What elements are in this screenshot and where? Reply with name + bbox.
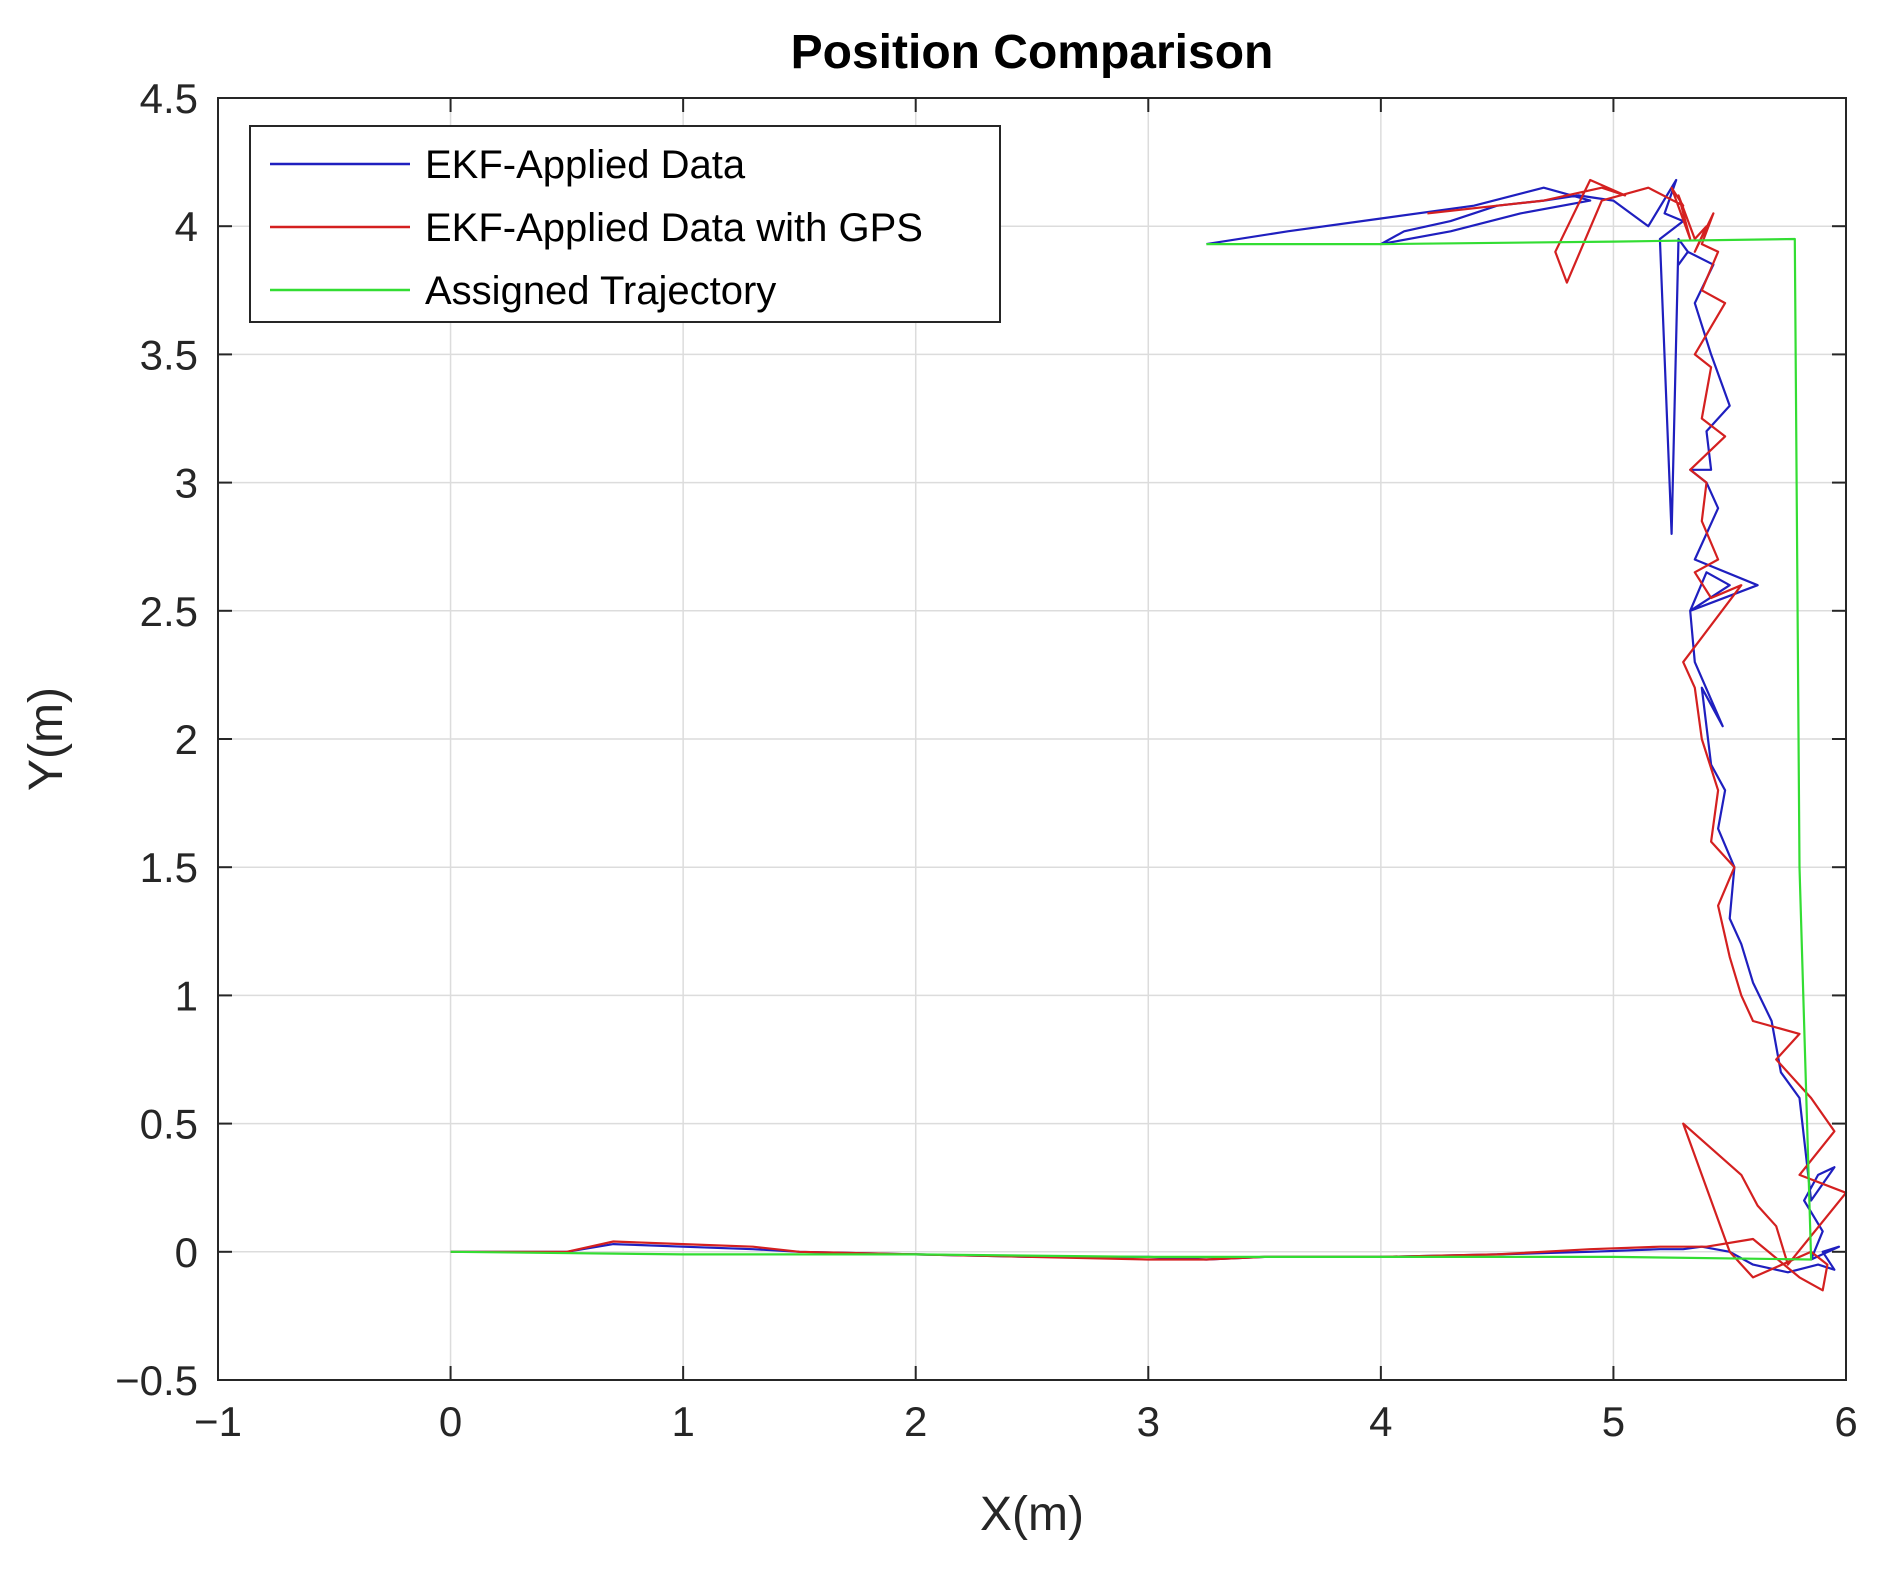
y-tick-label: 4.5 (140, 75, 198, 122)
series-line-2 (450, 237, 1813, 1261)
legend-label-ekf-gps: EKF-Applied Data with GPS (425, 206, 923, 250)
y-tick-label: 3 (175, 460, 198, 507)
x-tick-label: 5 (1602, 1398, 1625, 1445)
legend-label-ekf: EKF-Applied Data (425, 143, 746, 187)
grid (217, 97, 1847, 1381)
y-tick-label: 4 (175, 203, 198, 250)
legend-label-assigned: Assigned Trajectory (425, 269, 776, 313)
y-tick-label: 1 (175, 972, 198, 1019)
plot-series (450, 178, 1848, 1292)
y-tick-label: 2 (175, 716, 198, 763)
x-tick-label: 2 (904, 1398, 927, 1445)
y-tick-label: 1.5 (140, 844, 198, 891)
x-tick-label: 3 (1137, 1398, 1160, 1445)
chart-title: Position Comparison (791, 26, 1274, 79)
series-line-1 (450, 178, 1848, 1292)
x-tick-label: 6 (1834, 1398, 1857, 1445)
y-tick-label: 3.5 (140, 331, 198, 378)
y-tick-label: 0 (175, 1229, 198, 1276)
y-tick-label: −0.5 (115, 1357, 198, 1404)
ticks: −1 0 1 2 3 4 5 6 −0.5 0 0.5 1 1.5 2 2.5 3 3.5 4 4.5 (115, 75, 1858, 1445)
x-tick-label: 4 (1369, 1398, 1392, 1445)
x-axis-title: X(m) (980, 1488, 1084, 1541)
y-tick-label: 2.5 (140, 588, 198, 635)
series-line-0 (450, 178, 1841, 1274)
x-tick-label: 0 (439, 1398, 462, 1445)
x-tick-label: 1 (671, 1398, 694, 1445)
x-tick-label: −1 (194, 1398, 242, 1445)
y-tick-label: 0.5 (140, 1101, 198, 1148)
legend: EKF-Applied Data EKF-Applied Data with G… (249, 125, 1001, 323)
y-axis-title: Y(m) (20, 687, 73, 791)
